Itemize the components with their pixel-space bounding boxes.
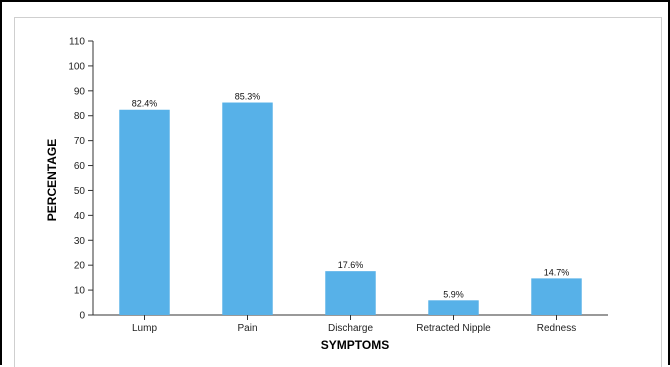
y-tick-label: 90 xyxy=(74,86,86,97)
bar-discharge xyxy=(325,271,376,315)
x-tick-label: Discharge xyxy=(328,323,373,334)
y-tick-label: 50 xyxy=(74,186,86,197)
x-axis-title: SYMPTOMS xyxy=(321,338,389,352)
y-tick-label: 110 xyxy=(69,37,85,48)
bar-value-label: 14.7% xyxy=(544,267,570,277)
x-tick-label: Lump xyxy=(132,323,157,334)
data-labels: 82.4% 85.3% 17.6% 5.9% 14.7% xyxy=(132,92,570,300)
chart-panel xyxy=(14,17,662,367)
y-tick-label: 30 xyxy=(74,236,86,247)
bar-value-label: 5.9% xyxy=(443,289,464,299)
bar-retracted-nipple xyxy=(428,300,479,315)
bar-pain xyxy=(222,102,273,315)
bar-lump xyxy=(119,109,170,316)
x-tick-label: Redness xyxy=(537,323,576,334)
y-tick-label: 20 xyxy=(74,261,86,272)
y-tick-label: 60 xyxy=(74,161,86,172)
x-axis: Lump Pain Discharge Retracted Nipple Redness xyxy=(93,314,608,334)
x-tick-label: Pain xyxy=(237,323,257,334)
y-tick-label: 10 xyxy=(74,286,86,297)
y-tick-label: 70 xyxy=(74,136,86,147)
bar-value-label: 17.6% xyxy=(338,260,364,270)
y-axis: 0 10 20 30 40 50 60 70 80 90 100 110 xyxy=(68,37,94,322)
bar-redness xyxy=(531,278,582,315)
bars xyxy=(119,102,582,316)
bar-value-label: 85.3% xyxy=(235,92,261,102)
y-tick-label: 40 xyxy=(74,211,86,222)
x-tick-label: Retracted Nipple xyxy=(416,323,491,334)
bar-value-label: 82.4% xyxy=(132,99,158,109)
y-tick-label: 100 xyxy=(68,61,85,72)
y-axis-title: PERCENTAGE xyxy=(45,139,59,221)
y-tick-label: 80 xyxy=(74,111,86,122)
y-tick-label: 0 xyxy=(79,311,85,322)
